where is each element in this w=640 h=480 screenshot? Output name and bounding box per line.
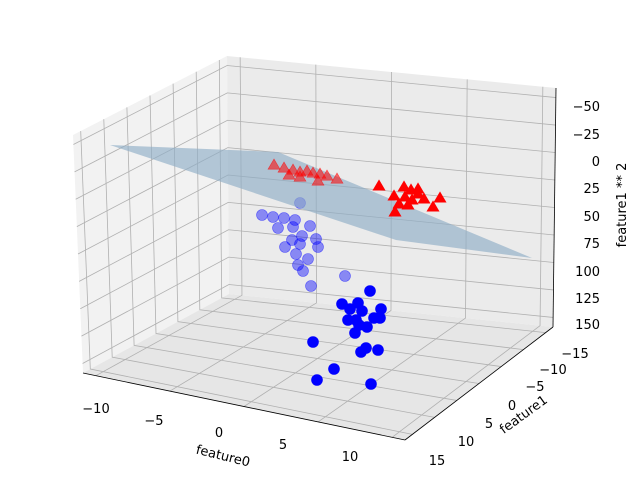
class0-point [267, 211, 279, 223]
class1-point [426, 200, 440, 212]
y-tick-label: 10 [458, 435, 475, 450]
x-tick-label: −5 [144, 414, 163, 429]
y-tick-label: −10 [539, 363, 566, 378]
z-tick-label: 75 [583, 237, 600, 252]
y-gridline [149, 95, 480, 384]
class0-points-front [307, 285, 387, 390]
class0-point [279, 241, 291, 253]
y-axis-line [404, 326, 554, 441]
y-gridline [218, 59, 546, 334]
class0-points-back [256, 197, 351, 292]
class1-point [267, 158, 281, 170]
class0-point [374, 312, 386, 324]
y-tick-label: −15 [561, 347, 588, 362]
y-axis-label: feature1 [497, 393, 550, 438]
y-tick-label: −5 [525, 380, 544, 395]
class0-point [297, 265, 309, 277]
x-tick-labels: −10 −5 0 5 10 [82, 402, 358, 465]
x-axis-line [82, 372, 406, 441]
y-gridline [126, 107, 457, 401]
y-tick-labels: −15−10 −5 05 10 15 [429, 347, 589, 469]
pane-floor [83, 294, 553, 440]
class1-point [330, 172, 344, 184]
y-gridline [103, 119, 435, 418]
class0-point [289, 214, 301, 226]
class1-point [397, 180, 411, 192]
x-axis-label: feature0 [194, 443, 251, 471]
class1-point [411, 187, 425, 199]
z-axis-line [552, 87, 557, 328]
class1-point [282, 168, 296, 180]
z-tick-label: 0 [592, 155, 600, 170]
pane-left [73, 56, 229, 373]
class0-point [339, 270, 351, 282]
class0-point [294, 238, 306, 250]
class1-point [372, 179, 386, 191]
class1-point [320, 169, 334, 181]
decision-plane [110, 145, 532, 258]
z-tick-label: −50 [573, 100, 600, 115]
z-tick-label: 150 [575, 318, 600, 333]
x-gridline [391, 86, 544, 438]
z-tick-label: 100 [575, 265, 600, 280]
x-tick-label: −10 [82, 402, 109, 417]
z-gridline [76, 147, 555, 227]
class0-point [365, 378, 377, 390]
class1-point [392, 197, 406, 209]
class1-point [401, 198, 415, 210]
z-axis-label: feature1 ** 2 [615, 163, 630, 248]
x-tick-label: 10 [342, 450, 359, 465]
y-tick-label: 5 [485, 417, 493, 432]
class0-point [290, 248, 302, 260]
class1-point [388, 205, 402, 217]
class0-point [307, 336, 319, 348]
y-tick-label: 15 [429, 454, 446, 469]
class0-point [311, 374, 323, 386]
class1-point [387, 189, 401, 201]
class1-point [433, 191, 447, 203]
class0-point [278, 212, 290, 224]
class1-points [267, 158, 447, 217]
z-tick-label: 125 [575, 292, 600, 307]
class1-point [293, 170, 307, 182]
class0-point [312, 241, 324, 253]
class0-point [342, 314, 354, 326]
x-gridline [169, 64, 317, 392]
x-tick-label: 0 [215, 426, 223, 441]
x-gridline [243, 71, 392, 407]
class0-point [272, 222, 284, 234]
axis-spines [82, 87, 557, 441]
z-gridline [75, 119, 556, 200]
z-gridline [81, 256, 554, 337]
class0-point [328, 363, 340, 375]
class0-point [372, 344, 384, 356]
class0-point [356, 305, 368, 317]
class0-point [256, 209, 268, 221]
class0-point [353, 319, 365, 331]
y-gridline [80, 131, 413, 435]
z-tick-label: −25 [573, 128, 600, 143]
grid-lines [73, 57, 556, 438]
class0-point [364, 285, 376, 297]
class0-point [336, 298, 348, 310]
z-gridline [74, 92, 556, 173]
z-tick-label: 25 [583, 182, 600, 197]
class0-point [302, 253, 314, 265]
z-gridline [73, 65, 556, 145]
class0-point [292, 259, 304, 271]
class1-point [311, 174, 325, 186]
z-tick-labels: −50 −25 0 25 50 75 100 125 150 [573, 100, 600, 333]
z-gridline [80, 229, 554, 310]
x-tick-label: 5 [279, 438, 287, 453]
class0-point [304, 220, 316, 232]
z-gridline [82, 284, 554, 364]
y-tick-label: 0 [508, 399, 516, 414]
class0-point [360, 342, 372, 354]
class1-point [277, 161, 291, 173]
class0-point [305, 280, 317, 292]
x-gridline [95, 57, 243, 377]
z-tick-label: 50 [583, 210, 600, 225]
class0-point [287, 221, 299, 233]
